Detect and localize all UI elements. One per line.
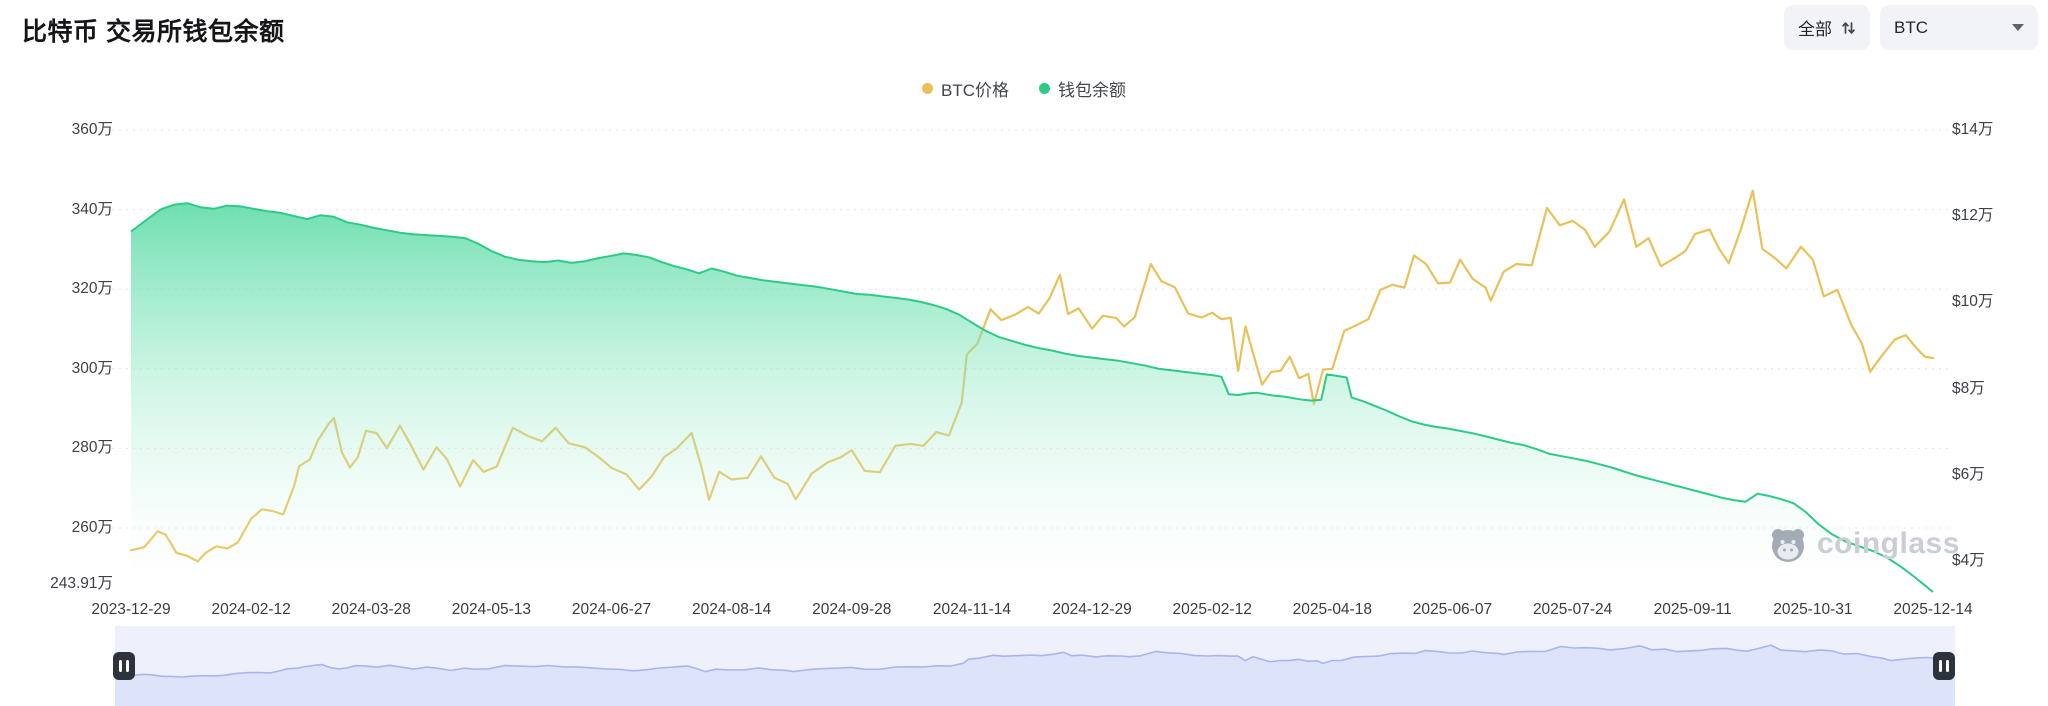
navigator-line [114, 644, 1956, 678]
btc-price-legend-dot [922, 83, 933, 94]
navigator-handle-left[interactable] [113, 652, 135, 680]
asset-selector-label: BTC [1894, 17, 1928, 37]
asset-selector-button[interactable]: BTC [1880, 5, 2038, 50]
chart-controls: 全部 BTC [1784, 5, 2038, 50]
range-filter-button[interactable]: 全部 [1784, 5, 1870, 50]
legend-item-btc-price[interactable]: BTC价格 [922, 76, 1009, 101]
watermark-text: coinglass [1817, 527, 1960, 560]
btc-price-legend-label: BTC价格 [941, 81, 1009, 100]
page-title: 比特币 交易所钱包余额 [22, 18, 285, 46]
wallet-balance-line [130, 202, 1934, 593]
wallet-balance-legend-label: 钱包余额 [1058, 81, 1126, 100]
watermark: coinglass [1768, 524, 1960, 564]
range-filter-label: 全部 [1798, 20, 1832, 39]
navigator-handle-right[interactable] [1933, 652, 1955, 680]
legend-item-wallet-balance[interactable]: 钱包余额 [1039, 76, 1126, 101]
wallet-balance-legend-dot [1039, 83, 1050, 94]
chart-legend: BTC价格 钱包余额 [0, 76, 2048, 101]
wallet-balance-area [131, 203, 1933, 592]
sort-arrows-icon [1842, 21, 1855, 34]
chevron-down-icon [2012, 24, 2024, 31]
navigator-area [115, 645, 1955, 706]
coinglass-logo-icon [1772, 529, 1804, 562]
